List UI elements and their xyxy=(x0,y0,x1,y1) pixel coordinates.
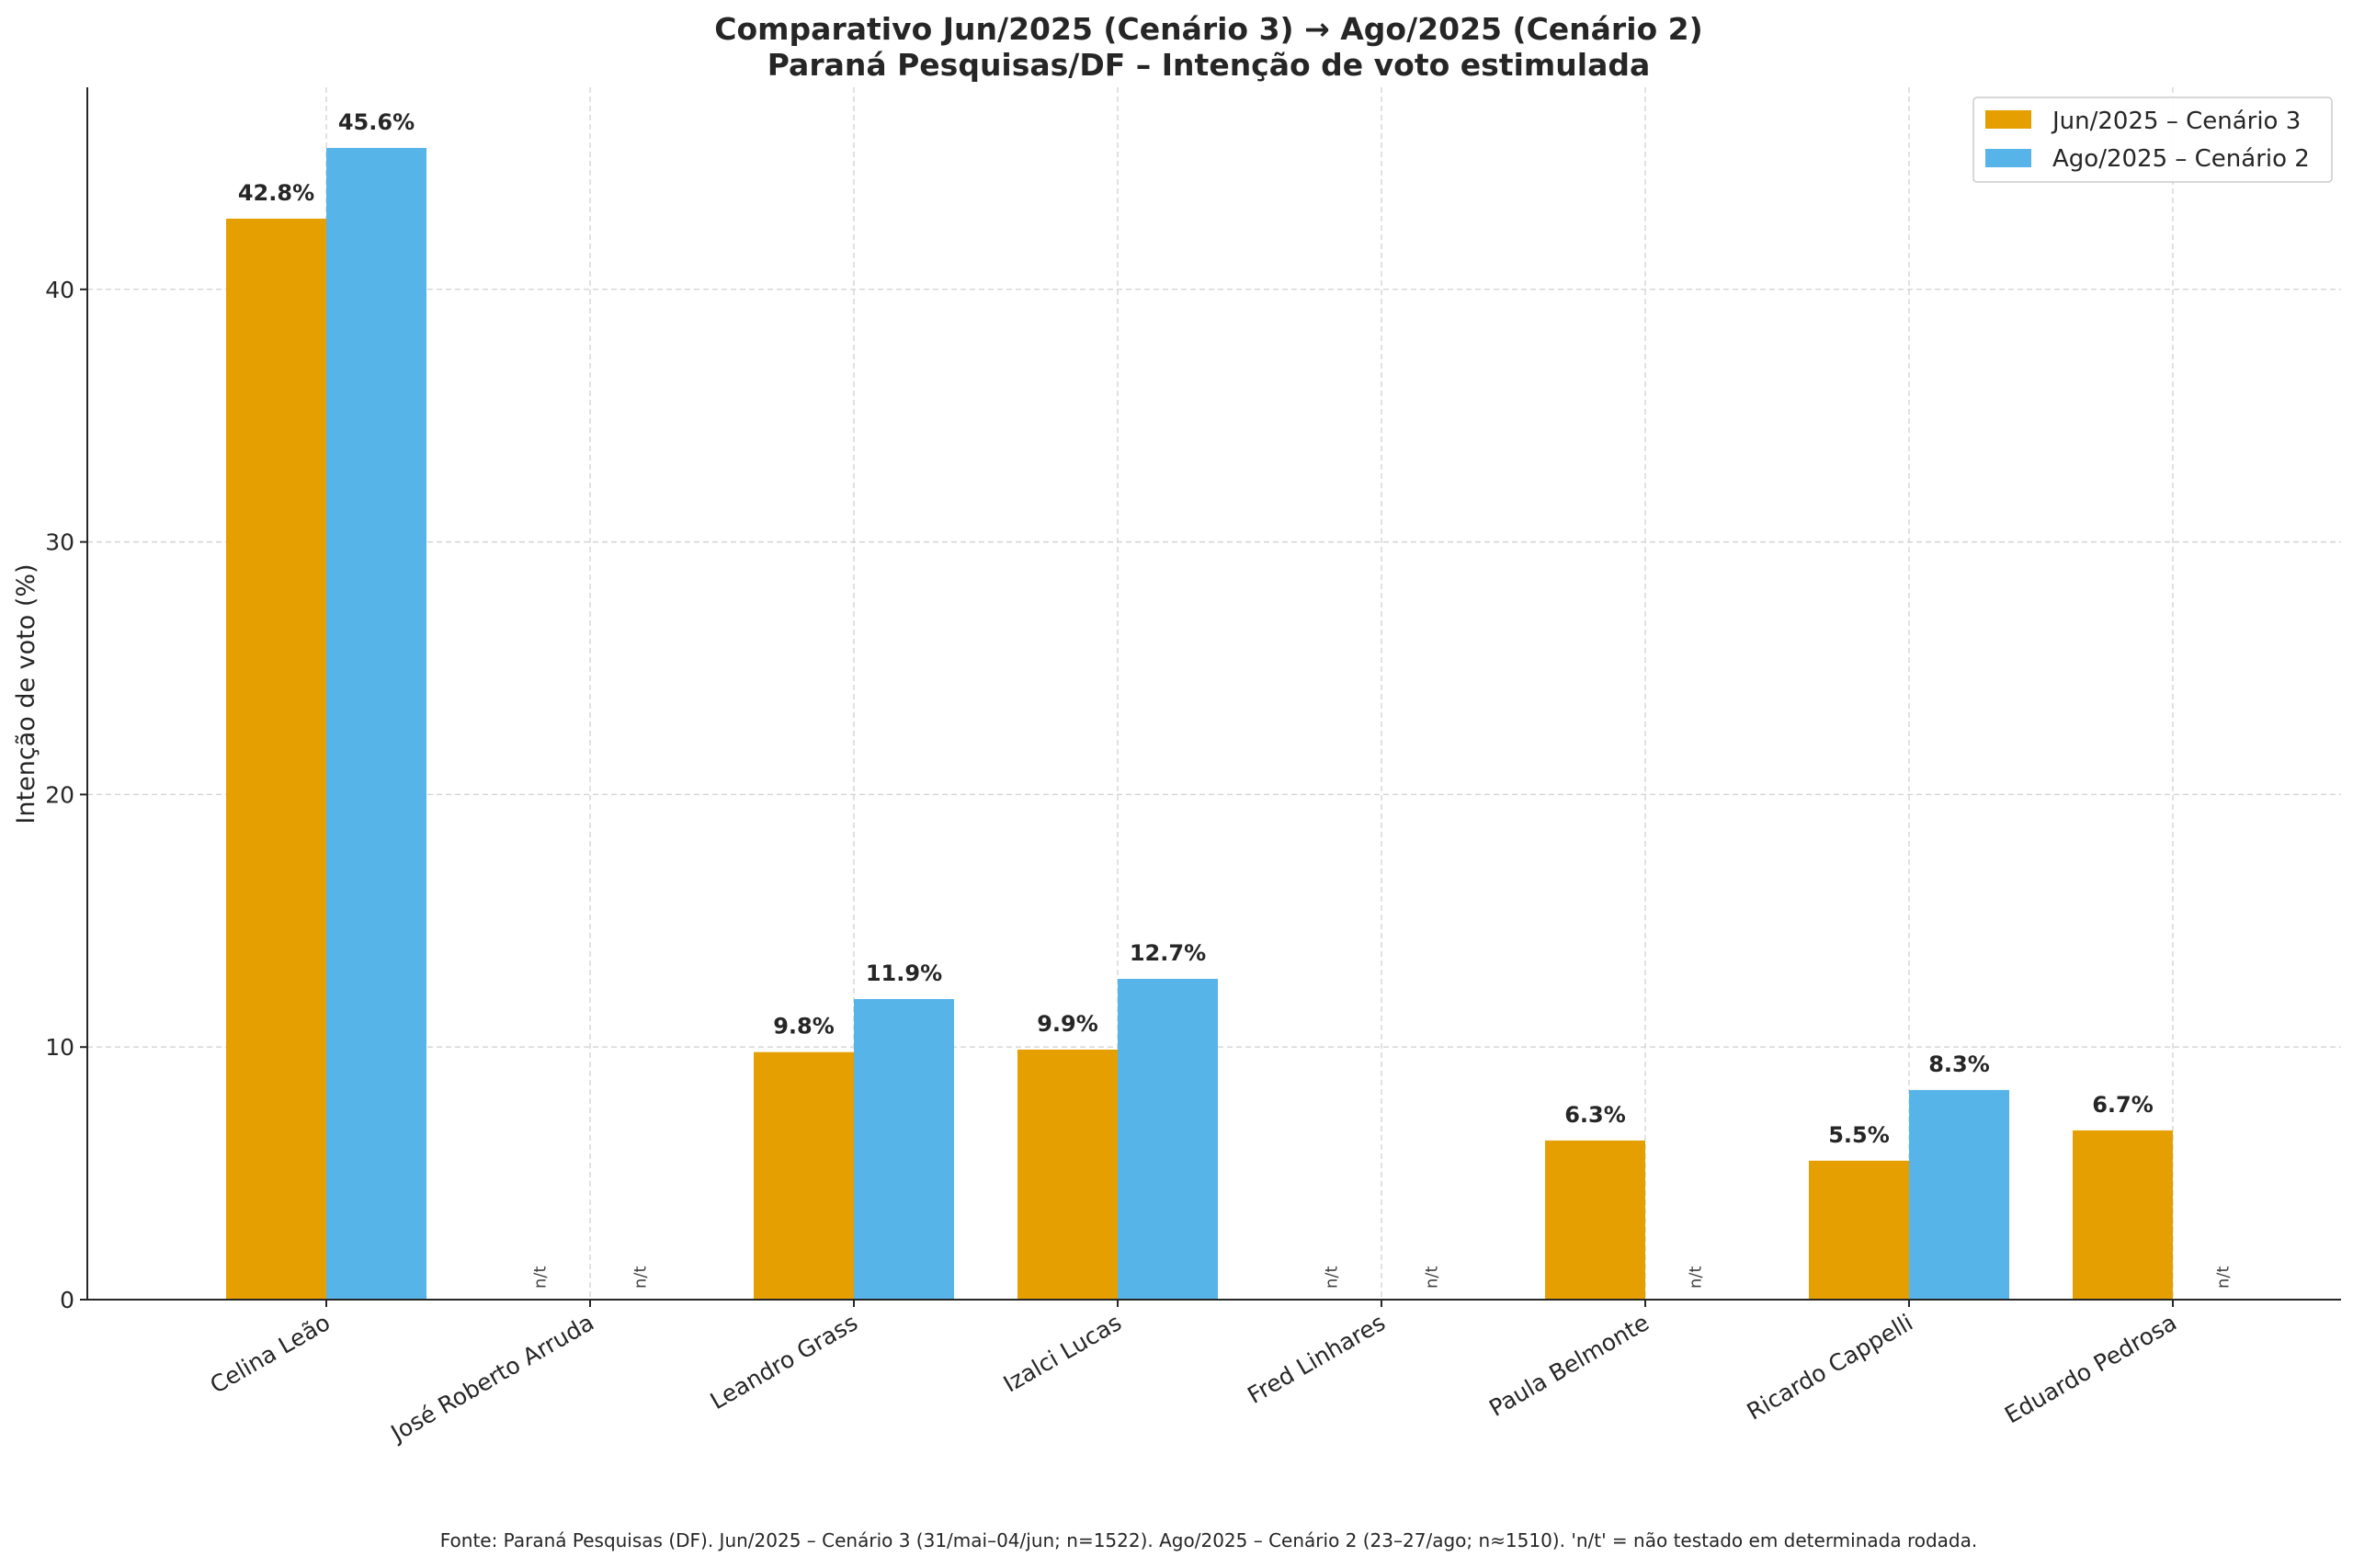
footnote: Fonte: Paraná Pesquisas (DF). Jun/2025 –… xyxy=(440,1529,1978,1551)
x-tick-label: José Roberto Arruda xyxy=(385,1309,598,1448)
bar-ago xyxy=(854,998,954,1300)
x-tick-label: Eduardo Pedrosa xyxy=(2000,1309,2181,1428)
bar-jun xyxy=(1545,1140,1645,1300)
x-tick-label: Leandro Grass xyxy=(706,1309,862,1415)
y-tick-label: 0 xyxy=(60,1287,74,1313)
labels-layer: 42.8% n/t 9.8% 9.9% n/t 6.3% 5.5% 6.7% 45.6% n/t 1… xyxy=(238,109,2234,1289)
missing-value-label: n/t xyxy=(531,1266,551,1289)
legend: Jun/2025 – Cenário 3 Ago/2025 – Cenário … xyxy=(1972,97,2333,183)
bar-jun xyxy=(754,1051,854,1300)
x-tick-label: Ricardo Cappelli xyxy=(1743,1309,1917,1426)
x-tick-label: Fred Linhares xyxy=(1243,1309,1390,1409)
x-tick-label: Izalci Lucas xyxy=(999,1309,1126,1398)
x-tick-label: Paula Belmonte xyxy=(1484,1309,1654,1422)
bar-jun xyxy=(1809,1160,1909,1300)
bars-layer xyxy=(226,147,2173,1301)
bar-value-label: 45.6% xyxy=(338,109,415,135)
bar-jun xyxy=(2073,1130,2173,1300)
missing-value-label: n/t xyxy=(1423,1266,1442,1289)
bar-value-label: 9.9% xyxy=(1037,1011,1098,1037)
y-tick-label: 10 xyxy=(45,1034,74,1061)
legend-swatch-ago xyxy=(1985,149,2031,167)
legend-frame xyxy=(1972,97,2333,183)
y-tick-label: 40 xyxy=(45,277,74,303)
bar-jun xyxy=(226,218,326,1301)
y-tick-label: 30 xyxy=(45,529,74,556)
missing-value-label: n/t xyxy=(1687,1266,1706,1289)
legend-label-ago: Ago/2025 – Cenário 2 xyxy=(2052,145,2310,173)
bar-value-label: 6.7% xyxy=(2092,1092,2154,1118)
bar-ago xyxy=(326,147,426,1301)
legend-swatch-jun xyxy=(1985,110,2031,129)
chart-title: Comparativo Jun/2025 (Cenário 3) → Ago/2… xyxy=(714,11,1702,47)
y-tick-label: 20 xyxy=(45,781,74,808)
bar-ago xyxy=(1118,979,1218,1300)
y-axis-label: Intenção de voto (%) xyxy=(12,563,40,824)
bar-value-label: 5.5% xyxy=(1828,1122,1890,1148)
chart-subtitle: Paraná Pesquisas/DF – Intenção de voto e… xyxy=(767,47,1651,83)
bar-value-label: 11.9% xyxy=(866,960,942,986)
legend-label-jun: Jun/2025 – Cenário 3 xyxy=(2051,108,2301,135)
bar-value-label: 9.8% xyxy=(773,1014,835,1040)
bar-jun xyxy=(1017,1049,1118,1300)
missing-value-label: n/t xyxy=(1323,1266,1342,1289)
bar-value-label: 42.8% xyxy=(238,180,314,206)
bar-value-label: 12.7% xyxy=(1130,940,1206,966)
x-tick-label: Celina Leão xyxy=(206,1309,335,1399)
bar-value-label: 6.3% xyxy=(1564,1102,1626,1128)
missing-value-label: n/t xyxy=(2214,1266,2234,1289)
missing-value-label: n/t xyxy=(631,1266,651,1289)
bar-ago xyxy=(1909,1089,2009,1300)
bar-value-label: 8.3% xyxy=(1928,1051,1990,1077)
